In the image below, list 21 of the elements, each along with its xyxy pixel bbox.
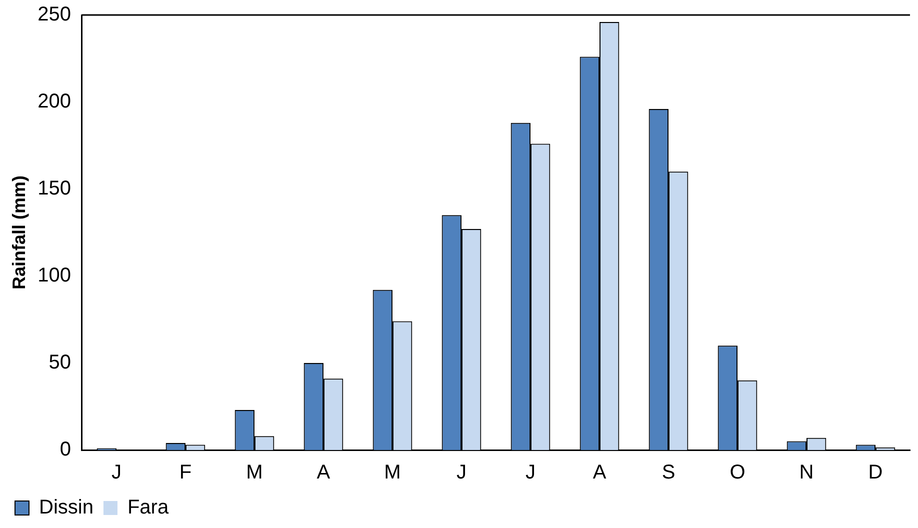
legend-label: Fara xyxy=(127,496,170,519)
y-axis-title: Rainfall (mm) xyxy=(8,175,29,290)
x-tick-label: N xyxy=(799,462,814,484)
x-tick-label: D xyxy=(868,462,883,484)
x-tick-label: S xyxy=(662,462,676,484)
x-tick-label: M xyxy=(384,462,401,484)
x-tick-label: O xyxy=(730,462,746,484)
y-tick-label: 250 xyxy=(38,4,71,26)
y-tick-label: 100 xyxy=(38,264,71,287)
x-tick-label: F xyxy=(179,462,192,484)
x-tick-label: J xyxy=(111,462,122,484)
x-tick-label: J xyxy=(456,462,466,484)
x-tick-label: A xyxy=(592,462,607,484)
y-tick-label: 200 xyxy=(38,90,71,113)
x-tick-label: M xyxy=(246,462,263,484)
x-tick-label: A xyxy=(316,462,331,484)
x-tick-label: J xyxy=(525,462,536,484)
y-tick-label: 50 xyxy=(48,352,71,374)
legend-label: Dissin xyxy=(39,496,94,519)
y-tick-label: 0 xyxy=(60,438,71,461)
y-tick-label: 150 xyxy=(38,178,71,200)
